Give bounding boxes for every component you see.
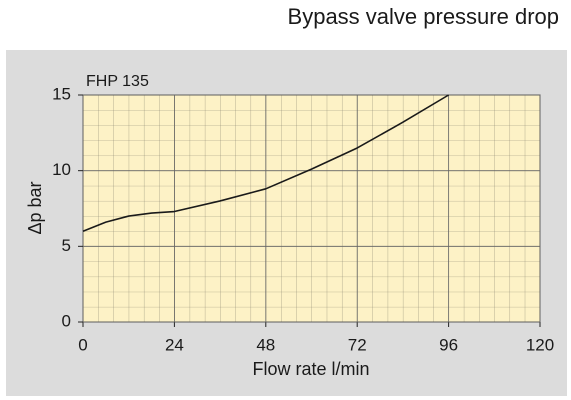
- x-axis-label: Flow rate l/min: [252, 359, 369, 379]
- line-series: [82, 94, 450, 232]
- y-tick-label: 10: [52, 160, 71, 179]
- y-axis-label: Δp bar: [25, 181, 45, 234]
- series-label: FHP 135: [86, 73, 149, 90]
- x-tick-label: 48: [256, 335, 275, 354]
- x-tick-label: 0: [78, 335, 87, 354]
- y-tick-label: 15: [52, 84, 71, 103]
- plot-area: [82, 94, 541, 323]
- x-tick-label: 24: [165, 335, 184, 354]
- x-tick-label: 120: [526, 335, 554, 354]
- y-tick-label: 5: [62, 236, 71, 255]
- y-tick-label: 0: [62, 311, 71, 330]
- x-tick-label: 96: [439, 335, 458, 354]
- x-tick-label: 72: [348, 335, 367, 354]
- chart-title: Bypass valve pressure drop: [288, 4, 559, 29]
